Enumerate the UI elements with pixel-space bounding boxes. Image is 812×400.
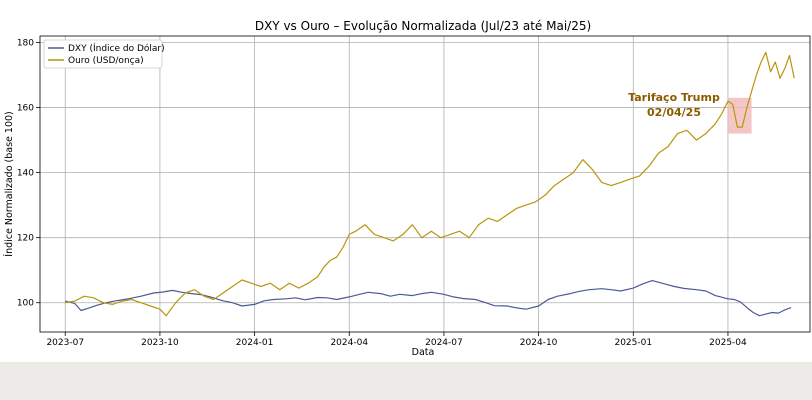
chart-title: DXY vs Ouro – Evolução Normalizada (Jul/…: [255, 19, 591, 33]
ticks-layer: 2023-07 2023-10 2024-01 2024-04 2024-07 2024-…: [17, 39, 747, 348]
y-tick-label: 160: [17, 104, 34, 114]
x-tick-label: 2024-01: [236, 338, 274, 348]
chart-svg: DXY vs Ouro – Evolução Normalizada (Jul/…: [3, 19, 811, 358]
plot-frame: [39, 35, 811, 333]
series-line-gold: [65, 51, 795, 317]
y-tick-label: 100: [17, 299, 34, 309]
x-axis-label: Data: [412, 347, 435, 358]
x-tick-label: 2023-10: [141, 338, 179, 348]
x-tick-label: 2025-04: [709, 338, 747, 348]
x-tick-label: 2024-04: [330, 338, 368, 348]
chart-figure: DXY vs Ouro – Evolução Normalizada (Jul/…: [0, 0, 812, 362]
legend-label-gold: Ouro (USD/onça): [68, 56, 144, 66]
y-axis-label: Índice Normalizado (base 100): [3, 111, 15, 256]
x-tick-label: 2024-07: [425, 338, 463, 348]
y-tick-label: 120: [17, 234, 34, 244]
annotation-text-line2: 02/04/25: [647, 106, 701, 119]
annotation-text-line1: Tarifaço Trump: [628, 91, 720, 104]
y-tick-label: 140: [17, 169, 34, 179]
legend-box: [43, 39, 163, 69]
annotation: Tarifaço Trump 02/04/25: [628, 91, 720, 119]
legend-label-dxy: DXY (Índice do Dólar): [68, 42, 165, 54]
annotation-highlight-layer: [727, 97, 752, 134]
x-tick-label: 2023-07: [46, 338, 84, 348]
annotation-highlight-box: [727, 97, 752, 134]
x-tick-label: 2024-10: [520, 338, 558, 348]
y-tick-label: 180: [17, 39, 34, 49]
grid-layer: [40, 36, 810, 332]
series-line-dxy: [65, 280, 792, 317]
x-tick-label: 2025-01: [614, 338, 652, 348]
series-layer: [65, 51, 795, 317]
legend: DXY (Índice do Dólar) Ouro (USD/onça): [43, 39, 165, 69]
